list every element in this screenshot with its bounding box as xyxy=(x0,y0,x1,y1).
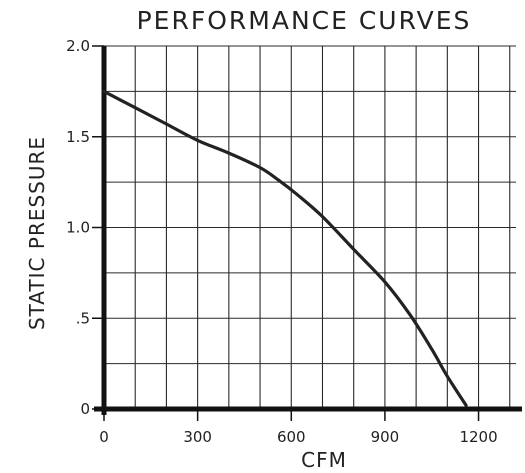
x-tick-label: 300 xyxy=(183,428,212,446)
x-axis-label: CFM xyxy=(301,448,347,472)
x-tick-label: 600 xyxy=(277,428,306,446)
y-tick-label: 0 xyxy=(80,400,90,418)
y-tick-label: .5 xyxy=(76,309,90,327)
y-tick-label: 1.5 xyxy=(66,128,90,146)
grid xyxy=(104,45,516,409)
y-tick-label: 2.0 xyxy=(66,37,90,55)
x-tick-label: 1200 xyxy=(459,428,497,446)
y-tick-label: 1.0 xyxy=(66,219,90,237)
performance-curve-line xyxy=(102,89,468,407)
y-axis-label: STATIC PRESSURE xyxy=(25,136,49,330)
x-tick-label: 0 xyxy=(99,428,109,446)
axes xyxy=(94,46,522,415)
x-tick-label: 900 xyxy=(371,428,400,446)
tick-labels: 0 .5 1.0 1.5 2.0 0 300 600 900 1200 xyxy=(66,37,497,446)
chart-title: PERFORMANCE CURVES xyxy=(137,6,472,35)
series-layer xyxy=(102,89,468,407)
